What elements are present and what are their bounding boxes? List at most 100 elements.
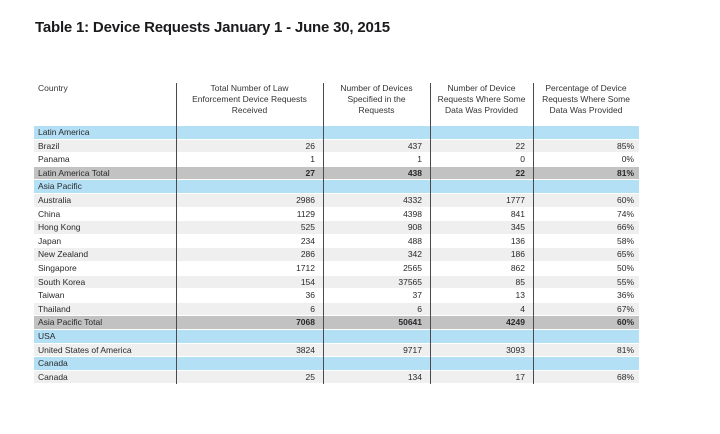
value-cell [533,126,639,139]
value-cell: 9717 [403,344,422,355]
country-cell: USA [38,330,56,341]
column-header-devices-specified: Number of Devices Specified in the Reque… [340,83,413,116]
value-cell: 13 [515,290,525,301]
value-cell: 488 [407,235,422,246]
value-cell: 908 [407,222,422,233]
device-requests-table: Country Total Number of Law Enforcement … [34,78,639,385]
country-cell: Hong Kong [38,222,81,233]
value-cell: 25 [305,371,315,382]
country-data-row: Singapore 1712 2565 862 50% [34,261,639,276]
region-total-row: Latin America Total 27 438 22 81% [34,166,639,181]
value-cell: 65% [616,249,634,260]
page-title: Table 1: Device Requests January 1 - Jun… [35,19,390,36]
region-section-row: Asia Pacific [34,180,639,194]
value-cell: 81% [616,167,634,178]
column-header-total-requests-received: Total Number of Law Enforcement Device R… [192,83,307,116]
value-cell [323,180,430,193]
country-data-row: Hong Kong 525 908 345 66% [34,221,639,235]
country-cell: Asia Pacific [38,181,82,192]
value-cell: 3824 [296,344,315,355]
country-cell: Taiwan [38,290,65,301]
value-cell: 1777 [506,194,525,205]
value-cell: 74% [616,208,634,219]
value-cell: 37 [412,290,422,301]
country-cell: Asia Pacific Total [38,317,103,328]
value-cell [176,357,323,370]
column-header-requests-some-data-provided: Number of Device Requests Where Some Dat… [437,83,526,116]
value-cell: 1712 [296,262,315,273]
country-data-row: Thailand 6 6 4 67% [34,302,639,317]
value-cell: 67% [616,303,634,314]
country-cell: Latin America [38,127,90,137]
table-body: Latin America Brazil 26 437 22 85% Panama 1 1 0 0%… [34,126,639,385]
value-cell: 60% [616,317,634,328]
value-cell [176,330,323,343]
column-header-country: Country [38,83,68,93]
value-cell: 60% [616,194,634,205]
value-cell: 4 [520,303,525,314]
value-cell: 27 [305,167,315,178]
value-cell [323,126,430,139]
value-cell: 37565 [398,276,422,287]
value-cell: 342 [407,249,422,260]
country-cell: Canada [38,371,68,382]
value-cell: 6 [417,303,422,314]
value-cell: 525 [300,222,315,233]
value-cell: 234 [300,235,315,246]
country-data-row: Panama 1 1 0 0% [34,153,639,167]
country-data-row: Canada 25 134 17 68% [34,370,639,385]
value-cell: 1 [310,154,315,165]
value-cell [430,330,533,343]
value-cell [323,357,430,370]
country-cell: Japan [38,235,62,246]
country-cell: New Zealand [38,249,89,260]
country-cell: Australia [38,194,72,205]
value-cell: 3093 [506,344,525,355]
value-cell: 2986 [296,194,315,205]
country-cell: Canada [38,358,68,369]
value-cell [430,180,533,193]
column-divider [533,83,534,384]
region-total-row: Asia Pacific Total 7068 50641 4249 60% [34,316,639,330]
value-cell: 136 [510,235,525,246]
value-cell: 22 [515,167,525,178]
value-cell: 81% [616,344,634,355]
column-divider [323,83,324,384]
country-cell: United States of America [38,344,132,355]
value-cell [176,126,323,139]
region-section-row: Canada [34,357,639,371]
value-cell: 7068 [296,317,315,328]
country-cell: Panama [38,154,70,165]
value-cell: 17 [515,371,525,382]
value-cell: 68% [616,371,634,382]
country-data-row: Australia 2986 4332 1777 60% [34,193,639,208]
country-data-row: Japan 234 488 136 58% [34,234,639,249]
value-cell: 154 [300,276,315,287]
country-cell: South Korea [38,276,86,287]
country-data-row: Taiwan 36 37 13 36% [34,289,639,303]
value-cell: 85 [515,276,525,287]
value-cell: 862 [510,262,525,273]
value-cell: 186 [510,249,525,260]
country-data-row: China 1129 4398 841 74% [34,207,639,222]
country-data-row: United States of America 3824 9717 3093 81% [34,343,639,358]
value-cell: 50641 [398,317,422,328]
country-cell: Brazil [38,140,60,151]
value-cell: 4398 [403,208,422,219]
value-cell: 438 [407,167,422,178]
country-cell: China [38,208,61,219]
value-cell: 1129 [296,208,315,219]
column-header-percentage-some-data-provided: Percentage of Device Requests Where Some… [542,83,630,116]
value-cell [176,180,323,193]
country-cell: Latin America Total [38,167,110,178]
value-cell [323,330,430,343]
country-data-row: South Korea 154 37565 85 55% [34,275,639,290]
value-cell: 55% [616,276,634,287]
value-cell: 66% [616,222,634,233]
value-cell: 36 [305,290,315,301]
value-cell: 4332 [403,194,422,205]
value-cell: 6 [310,303,315,314]
value-cell: 22 [515,140,525,151]
value-cell: 36% [616,290,634,301]
